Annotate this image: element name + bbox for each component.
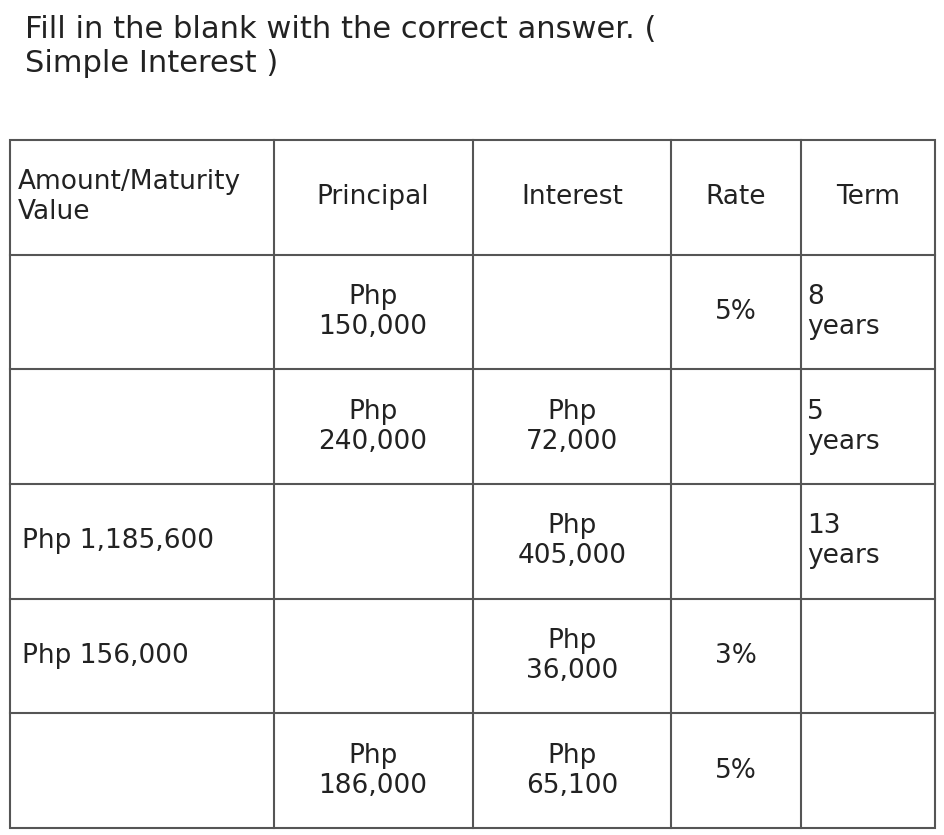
Text: Principal: Principal: [316, 185, 429, 210]
Text: 5
years: 5 years: [806, 398, 879, 455]
Text: Php
405,000: Php 405,000: [517, 514, 626, 569]
Text: Php 1,185,600: Php 1,185,600: [22, 529, 213, 554]
Text: Php
72,000: Php 72,000: [525, 398, 617, 455]
Text: 13
years: 13 years: [806, 514, 879, 569]
Text: Php
186,000: Php 186,000: [318, 742, 427, 798]
Text: Php
65,100: Php 65,100: [525, 742, 617, 798]
Text: Php
150,000: Php 150,000: [318, 284, 427, 340]
Text: 5%: 5%: [715, 757, 756, 784]
Text: 3%: 3%: [715, 643, 756, 669]
Text: Term: Term: [835, 185, 899, 210]
Text: Php
240,000: Php 240,000: [318, 398, 427, 455]
Bar: [10, 140, 934, 828]
Text: 8
years: 8 years: [806, 284, 879, 340]
Text: Interest: Interest: [520, 185, 622, 210]
Text: Fill in the blank with the correct answer. (
Simple Interest ): Fill in the blank with the correct answe…: [25, 15, 656, 78]
Text: Rate: Rate: [705, 185, 766, 210]
Text: Php 156,000: Php 156,000: [22, 643, 189, 669]
Text: 5%: 5%: [715, 299, 756, 325]
Text: Php
36,000: Php 36,000: [525, 628, 617, 684]
Text: Amount/Maturity
Value: Amount/Maturity Value: [18, 170, 241, 225]
